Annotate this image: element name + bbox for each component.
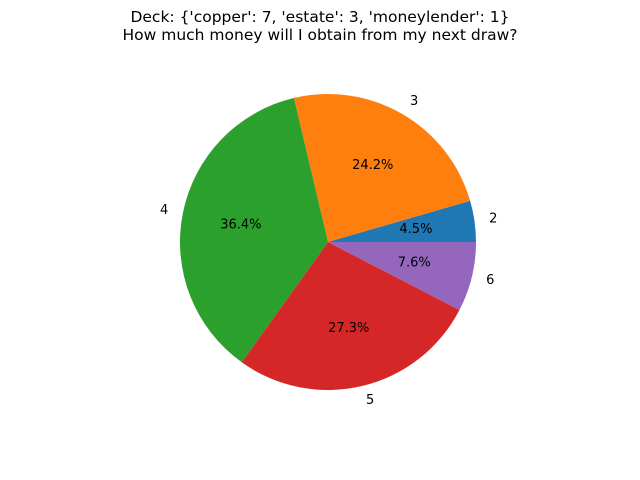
category-label-6: 6 — [486, 273, 494, 288]
pie-slices — [179, 94, 477, 390]
percent-label-4: 36.4% — [220, 217, 261, 232]
percent-label-5: 27.3% — [328, 321, 369, 336]
category-label-4: 4 — [160, 203, 168, 218]
chart-title-line-2: How much money will I obtain from my nex… — [122, 26, 517, 44]
category-label-5: 5 — [366, 393, 374, 408]
category-label-2: 2 — [489, 212, 497, 227]
pie-slice-4 — [179, 97, 328, 363]
pie-slice-3 — [293, 94, 471, 242]
percent-label-6: 7.6% — [398, 256, 431, 271]
pie-labels: 2 4.5% 3 24.2% 4 36.4% 5 27.3% 6 7.6% — [160, 94, 497, 408]
category-label-3: 3 — [410, 94, 418, 109]
chart-title-line-1: Deck: {'copper': 7, 'estate': 3, 'moneyl… — [130, 8, 509, 26]
pie-slice-6 — [328, 242, 477, 311]
percent-label-3: 24.2% — [352, 158, 393, 173]
pie-slice-5 — [241, 242, 460, 390]
percent-label-2: 4.5% — [399, 222, 432, 237]
pie-slice-2 — [328, 200, 476, 242]
